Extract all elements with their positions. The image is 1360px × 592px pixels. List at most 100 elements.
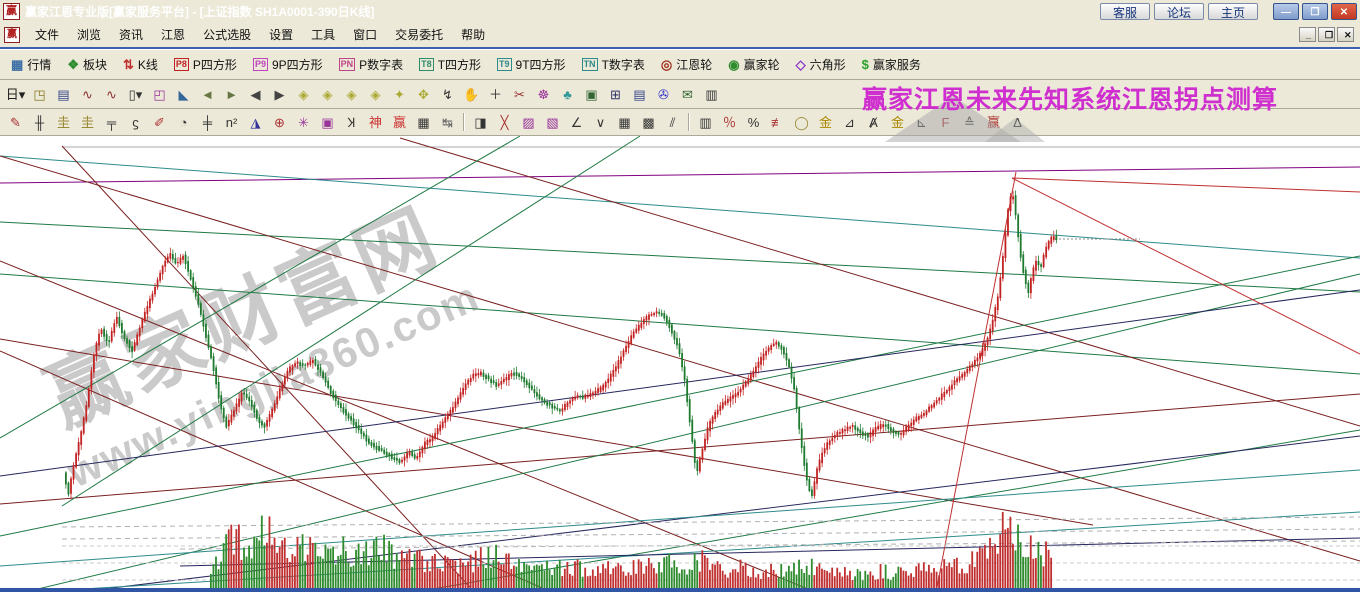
toolbar-button[interactable]: ▦ 行情 <box>4 53 58 77</box>
draw-tool-icon[interactable]: ► <box>220 84 243 105</box>
toolbar-button[interactable]: P8 P四方形 <box>167 53 244 77</box>
menu-item[interactable]: 资讯 <box>119 28 144 42</box>
draw-tool-icon[interactable]: ∠ <box>565 112 588 133</box>
draw-tool-icon[interactable]: ▶ <box>268 84 291 105</box>
child-restore-button[interactable]: ❐ <box>1318 27 1335 42</box>
title-button-2[interactable]: 主页 <box>1207 2 1258 20</box>
draw-tool-icon[interactable]: ϛ <box>124 112 147 133</box>
toolbar-button[interactable]: P9 9P四方形 <box>246 53 330 77</box>
draw-tool-icon[interactable]: ⊿ <box>838 112 861 133</box>
toolbar-button[interactable]: ◎ 江恩轮 <box>654 53 719 77</box>
close-button[interactable]: ✕ <box>1331 2 1357 20</box>
draw-tool-icon[interactable]: ◰ <box>148 84 171 105</box>
draw-tool-icon[interactable]: ▦ <box>412 112 435 133</box>
draw-tool-icon[interactable]: ✂ <box>508 84 531 105</box>
draw-tool-icon[interactable]: ▥ <box>694 112 717 133</box>
draw-tool-icon[interactable]: ◣ <box>172 84 195 105</box>
draw-tool-icon[interactable]: Ⱥ <box>862 112 885 133</box>
draw-tool-icon[interactable]: ▦ <box>613 112 636 133</box>
draw-tool-icon[interactable]: ╳ <box>493 112 516 133</box>
draw-tool-icon[interactable]: ⊾ <box>910 112 933 133</box>
draw-tool-icon[interactable]: F <box>934 112 957 133</box>
draw-tool-icon[interactable]: % <box>742 112 765 133</box>
draw-tool-icon[interactable]: ◳ <box>28 84 51 105</box>
restore-button[interactable]: ❐ <box>1302 2 1328 20</box>
draw-tool-icon[interactable]: ▧ <box>541 112 564 133</box>
draw-tool-icon[interactable]: ≢ <box>766 112 789 133</box>
menu-item[interactable]: 文件 <box>35 28 60 42</box>
draw-tool-icon[interactable]: ▣ <box>316 112 339 133</box>
toolbar-button[interactable]: T9 9T四方形 <box>490 53 573 77</box>
title-button-0[interactable]: 客服 <box>1099 2 1150 20</box>
draw-tool-icon[interactable]: ▥ <box>700 84 723 105</box>
draw-tool-icon[interactable]: ◨ <box>469 112 492 133</box>
draw-tool-icon[interactable]: ∿ <box>76 84 99 105</box>
draw-tool-icon[interactable]: ％ <box>718 112 741 133</box>
draw-tool-icon[interactable]: ◯ <box>790 112 813 133</box>
menu-item[interactable]: 浏览 <box>77 28 102 42</box>
toolbar-button[interactable]: ◇ 六角形 <box>789 53 853 77</box>
draw-tool-icon[interactable]: ◈ <box>316 84 339 105</box>
menu-item[interactable]: 窗口 <box>353 28 378 42</box>
draw-tool-icon[interactable]: 金 <box>886 112 909 133</box>
draw-tool-icon[interactable]: n² <box>220 112 243 133</box>
draw-tool-icon[interactable]: Ʞ <box>340 112 363 133</box>
draw-tool-icon[interactable]: ╤ <box>100 112 123 133</box>
toolbar-button[interactable]: $ 赢家服务 <box>855 53 928 77</box>
draw-tool-icon[interactable]: ✋ <box>460 84 483 105</box>
draw-tool-icon[interactable]: 赢 <box>982 112 1005 133</box>
draw-tool-icon[interactable]: 日▾ <box>4 84 27 105</box>
draw-tool-icon[interactable]: ◔ <box>172 112 195 133</box>
draw-tool-icon[interactable]: ↯ <box>436 84 459 105</box>
draw-tool-icon[interactable]: ♣ <box>556 84 579 105</box>
draw-tool-icon[interactable]: ＋ <box>484 84 507 105</box>
draw-tool-icon[interactable]: ▤ <box>628 84 651 105</box>
toolbar-button[interactable]: ❖ 板块 <box>60 53 114 77</box>
draw-tool-icon[interactable]: ✦ <box>388 84 411 105</box>
menu-item[interactable]: 设置 <box>269 28 294 42</box>
draw-tool-icon[interactable]: ▨ <box>517 112 540 133</box>
toolbar-button[interactable]: PN P数字表 <box>332 53 411 77</box>
menu-item[interactable]: 江恩 <box>161 28 186 42</box>
toolbar-button[interactable]: T8 T四方形 <box>412 53 488 77</box>
draw-tool-icon[interactable]: ⊞ <box>604 84 627 105</box>
draw-tool-icon[interactable]: ✎ <box>4 112 27 133</box>
draw-tool-icon[interactable]: ✥ <box>412 84 435 105</box>
draw-tool-icon[interactable]: ╪ <box>196 112 219 133</box>
child-close-button[interactable]: ✕ <box>1337 27 1354 42</box>
menu-item[interactable]: 交易委托 <box>395 28 444 42</box>
draw-tool-icon[interactable]: ◀ <box>244 84 267 105</box>
draw-tool-icon[interactable]: ◮ <box>244 112 267 133</box>
draw-tool-icon[interactable]: ✐ <box>148 112 171 133</box>
draw-tool-icon[interactable]: ☸ <box>532 84 555 105</box>
draw-tool-icon[interactable]: ▩ <box>637 112 660 133</box>
draw-tool-icon[interactable]: 赢 <box>388 112 411 133</box>
chart-canvas[interactable]: 赢家财富网 www.yingjia360.com <box>0 136 1360 592</box>
minimize-button[interactable]: — <box>1273 2 1299 20</box>
menu-item[interactable]: 帮助 <box>461 28 486 42</box>
draw-tool-icon[interactable]: ↹ <box>436 112 459 133</box>
draw-tool-icon[interactable]: ⊕ <box>268 112 291 133</box>
draw-tool-icon[interactable]: ∨ <box>589 112 612 133</box>
menu-item[interactable]: 公式选股 <box>203 28 252 42</box>
draw-tool-icon[interactable]: ∆ <box>1006 112 1029 133</box>
draw-tool-icon[interactable]: ◈ <box>340 84 363 105</box>
child-minimize-button[interactable]: _ <box>1299 27 1316 42</box>
title-button-1[interactable]: 论坛 <box>1153 2 1204 20</box>
toolbar-button[interactable]: ⇅ K线 <box>116 53 165 77</box>
draw-tool-icon[interactable]: ✉ <box>676 84 699 105</box>
kline-chart-svg[interactable] <box>0 136 1360 592</box>
draw-tool-icon[interactable]: 圭 <box>52 112 75 133</box>
draw-tool-icon[interactable]: 金 <box>814 112 837 133</box>
menu-item[interactable]: 工具 <box>311 28 336 42</box>
draw-tool-icon[interactable]: ✇ <box>652 84 675 105</box>
draw-tool-icon[interactable]: ╫ <box>28 112 51 133</box>
toolbar-button[interactable]: ◉ 赢家轮 <box>721 53 786 77</box>
toolbar-button[interactable]: TN T数字表 <box>575 53 652 77</box>
draw-tool-icon[interactable]: 圭 <box>76 112 99 133</box>
draw-tool-icon[interactable]: ◈ <box>364 84 387 105</box>
draw-tool-icon[interactable]: ▯▾ <box>124 84 147 105</box>
draw-tool-icon[interactable]: ≙ <box>958 112 981 133</box>
draw-tool-icon[interactable]: ⫽ <box>661 112 684 133</box>
draw-tool-icon[interactable]: ✳ <box>292 112 315 133</box>
